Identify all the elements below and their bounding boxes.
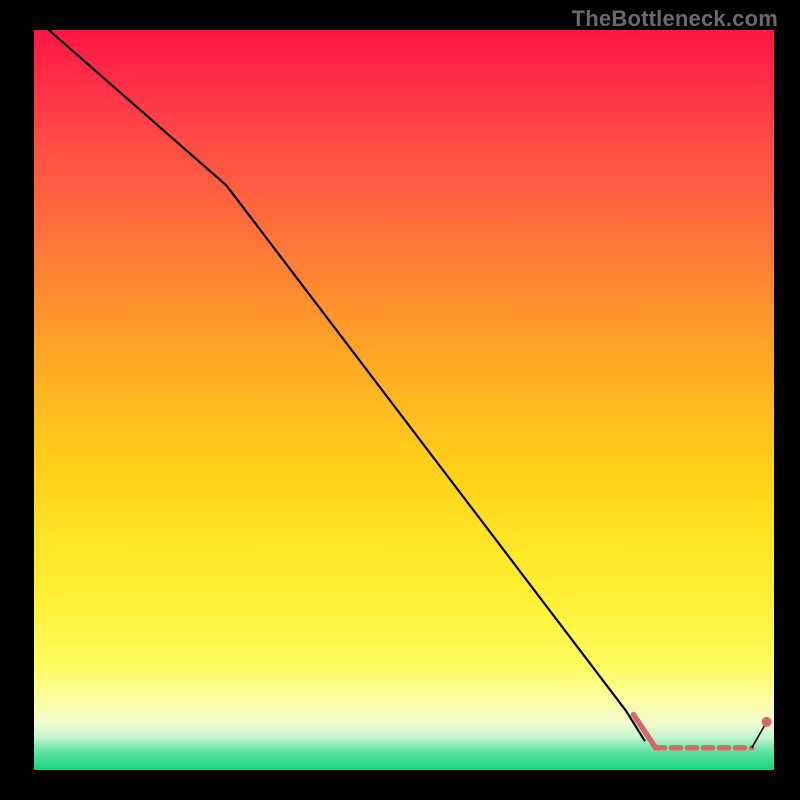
watermark-text: TheBottleneck.com [572, 6, 778, 32]
chart-frame: TheBottleneck.com [0, 0, 800, 800]
plot-svg [34, 30, 774, 770]
plot-area [34, 30, 774, 770]
highlight-end-marker [762, 717, 772, 727]
gradient-background [34, 30, 774, 770]
